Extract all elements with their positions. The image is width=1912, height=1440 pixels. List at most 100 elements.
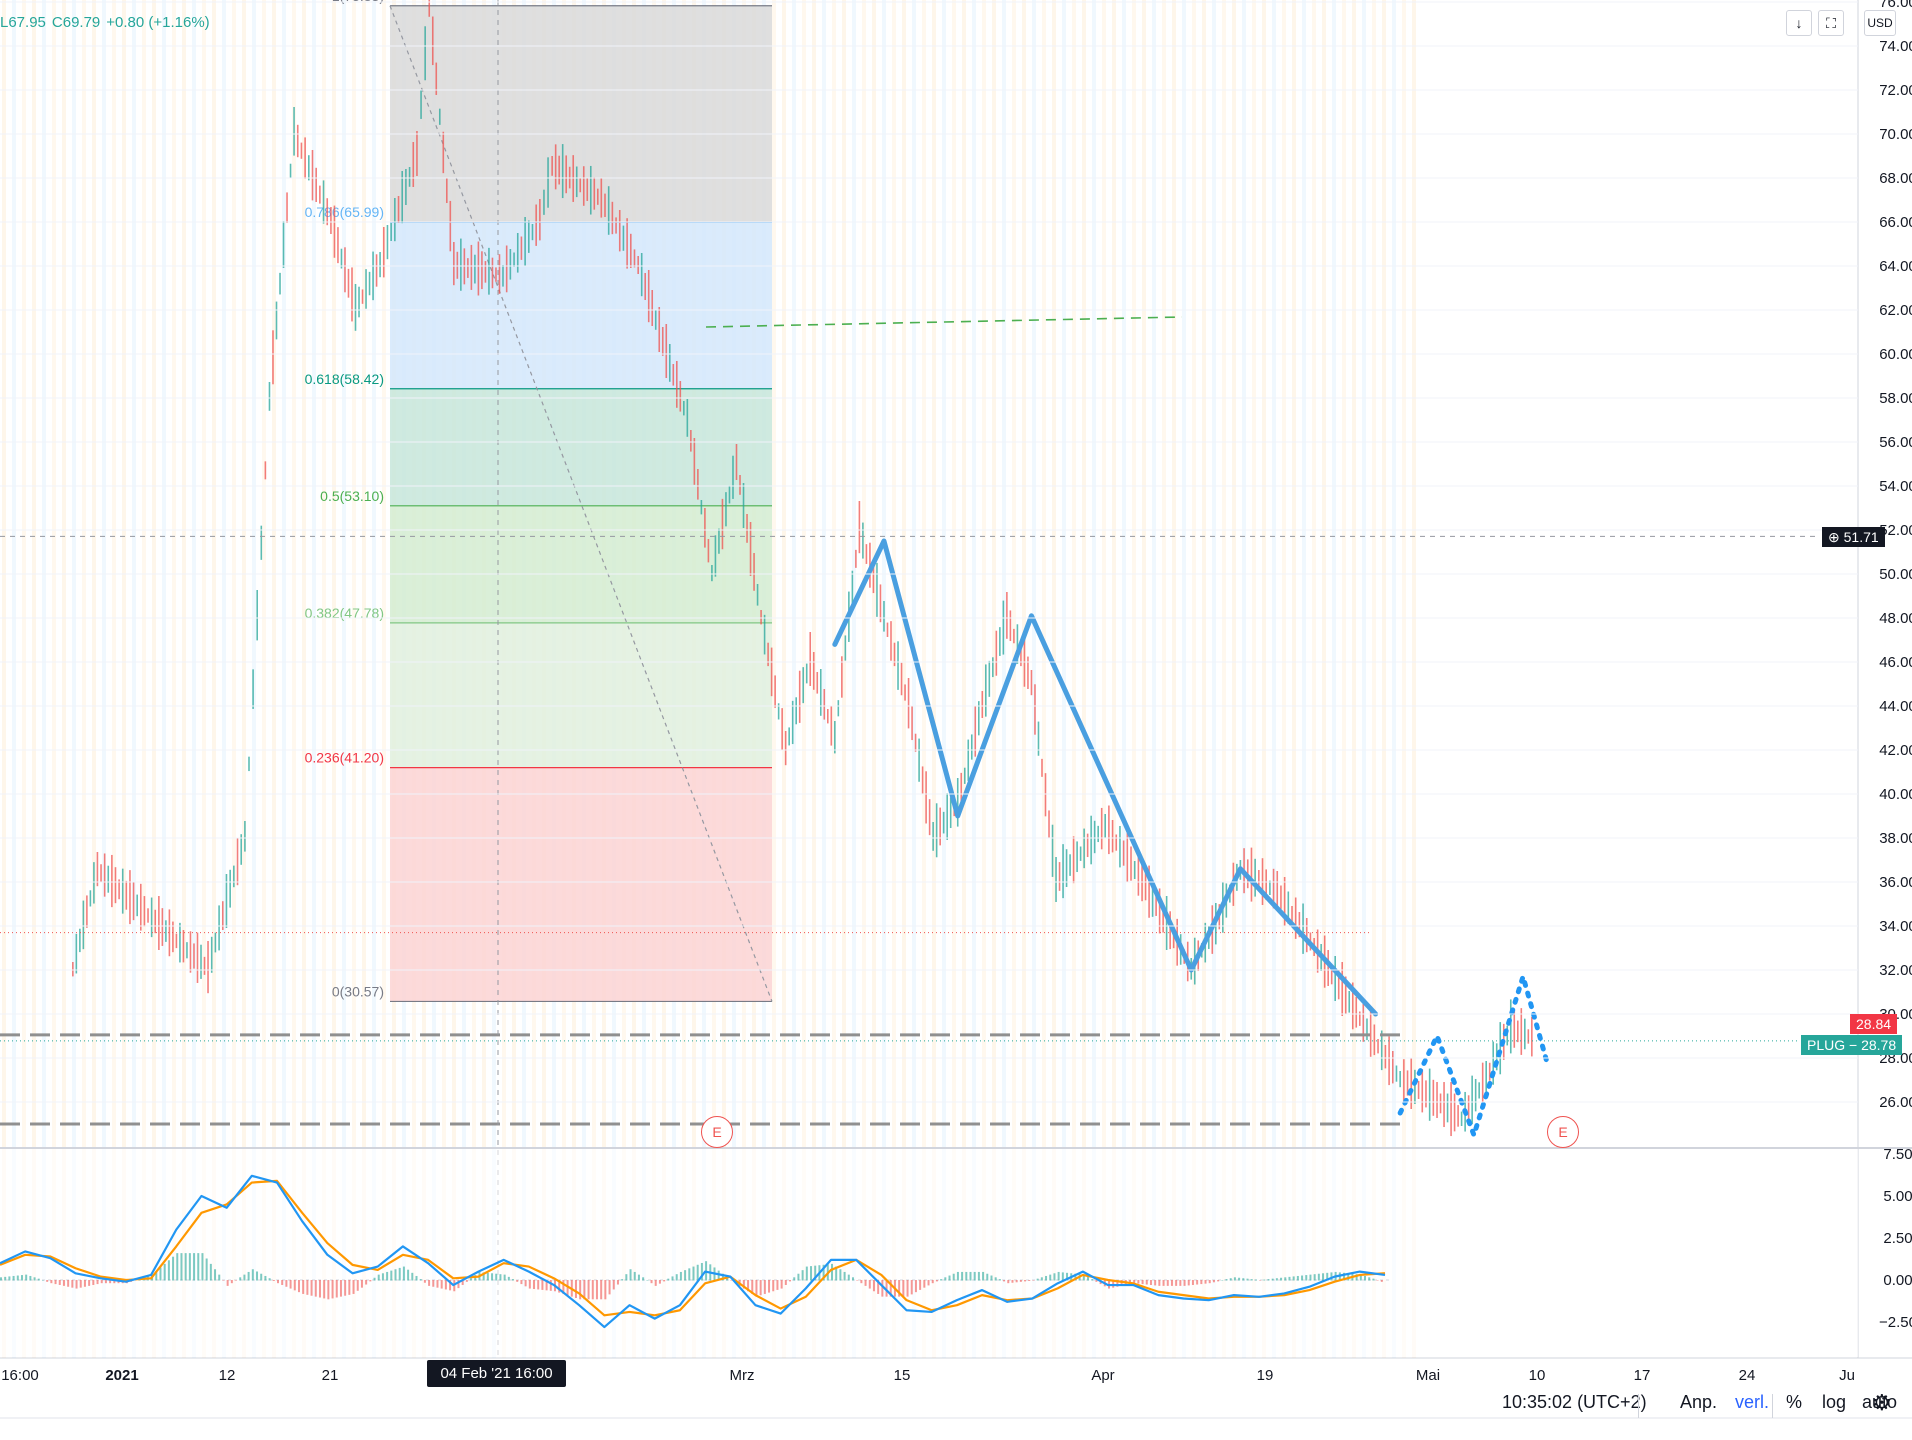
download-button[interactable]: ↓ <box>1786 10 1812 36</box>
fib-zone <box>390 767 772 1002</box>
macd-histogram-bar <box>428 1280 431 1286</box>
currency-badge[interactable]: USD <box>1864 10 1896 36</box>
extended-hours-toggle[interactable]: verl. <box>1735 1392 1770 1412</box>
macd-histogram-bar <box>650 1280 653 1284</box>
session-stripe <box>62 0 66 1358</box>
macd-histogram-bar <box>50 1280 53 1284</box>
session-stripe <box>1192 0 1196 1358</box>
macd-histogram-bar <box>381 1273 384 1281</box>
session-stripe <box>962 0 966 1358</box>
macd-histogram-bar <box>558 1280 561 1293</box>
macd-histogram-bar <box>1066 1272 1069 1281</box>
macd-histogram-bar <box>822 1264 825 1281</box>
macd-histogram-bar <box>759 1280 762 1296</box>
price-tick-label: 44.00 <box>1879 698 1912 715</box>
session-stripe <box>282 0 286 1358</box>
price-tick-label: 36.00 <box>1879 874 1912 891</box>
macd-histogram-bar <box>612 1280 615 1290</box>
macd-histogram-bar <box>910 1280 913 1295</box>
macd-histogram-bar <box>465 1280 468 1282</box>
crosshair-price-value: 51.71 <box>1843 529 1879 545</box>
session-stripe <box>1322 0 1326 1358</box>
earnings-marker[interactable]: E <box>1547 1116 1579 1148</box>
session-stripe <box>1162 0 1166 1358</box>
macd-histogram-bar <box>1288 1276 1291 1281</box>
macd-histogram-bar <box>1275 1278 1278 1281</box>
macd-histogram-bar <box>419 1279 422 1281</box>
macd-histogram-bar <box>1221 1280 1224 1281</box>
macd-histogram-bar <box>579 1280 582 1300</box>
macd-histogram-bar <box>549 1280 552 1291</box>
footer-divider <box>1772 1394 1773 1418</box>
macd-histogram-bar <box>256 1271 259 1281</box>
macd-histogram-bar <box>1271 1278 1274 1281</box>
macd-histogram-bar <box>621 1279 624 1281</box>
macd-histogram-bar <box>1162 1280 1165 1286</box>
price-tick-label: 54.00 <box>1879 478 1912 495</box>
macd-histogram-bar <box>226 1280 229 1286</box>
fullscreen-icon: ⛶ <box>1826 15 1836 31</box>
macd-histogram-bar <box>591 1280 594 1300</box>
macd-histogram-bar <box>318 1280 321 1298</box>
gear-icon[interactable]: ⚙ <box>1872 1390 1892 1415</box>
fullscreen-button[interactable]: ⛶ <box>1818 10 1844 36</box>
macd-histogram-bar <box>831 1263 833 1281</box>
macd-histogram-bar <box>193 1253 196 1281</box>
session-stripe <box>1052 0 1056 1358</box>
earnings-marker[interactable]: E <box>701 1116 733 1148</box>
macd-histogram-bar <box>205 1258 208 1281</box>
macd-histogram-bar <box>742 1280 745 1289</box>
macd-histogram-bar <box>444 1280 447 1290</box>
session-stripe <box>1002 0 1006 1358</box>
price-tick-label: 26.00 <box>1879 1094 1912 1111</box>
macd-histogram-bar <box>25 1274 28 1281</box>
macd-histogram-bar <box>1082 1274 1085 1281</box>
price-tick-label: 42.00 <box>1879 742 1912 759</box>
price-tick-label: 68.00 <box>1879 170 1912 187</box>
macd-histogram-bar <box>423 1280 426 1283</box>
session-stripe <box>1272 0 1276 1358</box>
macd-histogram-bar <box>155 1271 158 1281</box>
adjust-toggle[interactable]: Anp. <box>1680 1392 1718 1412</box>
price-tick-label: 58.00 <box>1879 390 1912 407</box>
macd-histogram-bar <box>352 1280 355 1294</box>
session-stripe <box>362 0 366 1358</box>
session-stripe <box>122 0 126 1358</box>
session-stripe <box>112 0 116 1358</box>
session-stripe <box>162 0 166 1358</box>
macd-histogram-bar <box>365 1280 368 1285</box>
price-tick-label: 52.00 <box>1879 522 1912 539</box>
ohlc-legend: L67.95 C69.79 +0.80 (+1.16%) <box>0 14 216 31</box>
macd-histogram-bar <box>1267 1279 1270 1281</box>
price-tick-label: 32.00 <box>1879 962 1912 979</box>
log-toggle[interactable]: log <box>1822 1392 1847 1412</box>
macd-histogram-bar <box>314 1280 317 1297</box>
macd-histogram-bar <box>440 1280 443 1289</box>
fib-level-label: 0.5(53.10) <box>320 488 384 504</box>
session-stripe <box>1032 0 1036 1358</box>
session-stripe <box>22 0 26 1358</box>
macd-histogram-bar <box>1061 1272 1064 1281</box>
price-tick-label: 50.00 <box>1879 566 1912 583</box>
macd-histogram-bar <box>1019 1280 1022 1282</box>
macd-histogram-bar <box>520 1280 523 1285</box>
macd-histogram-bar <box>726 1276 729 1281</box>
time-tick-label: Ju <box>1839 1367 1855 1384</box>
macd-pane: 7.50 5.00 2.50 0.00 −2.50 <box>0 1146 1912 1357</box>
macd-histogram-bar <box>163 1263 166 1281</box>
macd-histogram-bar <box>1166 1280 1169 1286</box>
macd-histogram-bar <box>839 1269 842 1281</box>
percent-toggle[interactable]: % <box>1786 1392 1803 1412</box>
macd-histogram-bar <box>58 1280 61 1285</box>
macd-histogram-bar <box>281 1280 284 1285</box>
macd-histogram-bar <box>407 1269 410 1281</box>
macd-histogram-bar <box>289 1280 292 1289</box>
session-stripe <box>852 0 856 1358</box>
session-stripe <box>1122 0 1126 1358</box>
auto-toggle[interactable]: auto <box>1862 1392 1898 1412</box>
session-stripe <box>1202 0 1206 1358</box>
session-stripe <box>82 0 86 1358</box>
trend-line <box>705 316 1183 328</box>
macd-histogram-bar <box>1145 1280 1148 1285</box>
